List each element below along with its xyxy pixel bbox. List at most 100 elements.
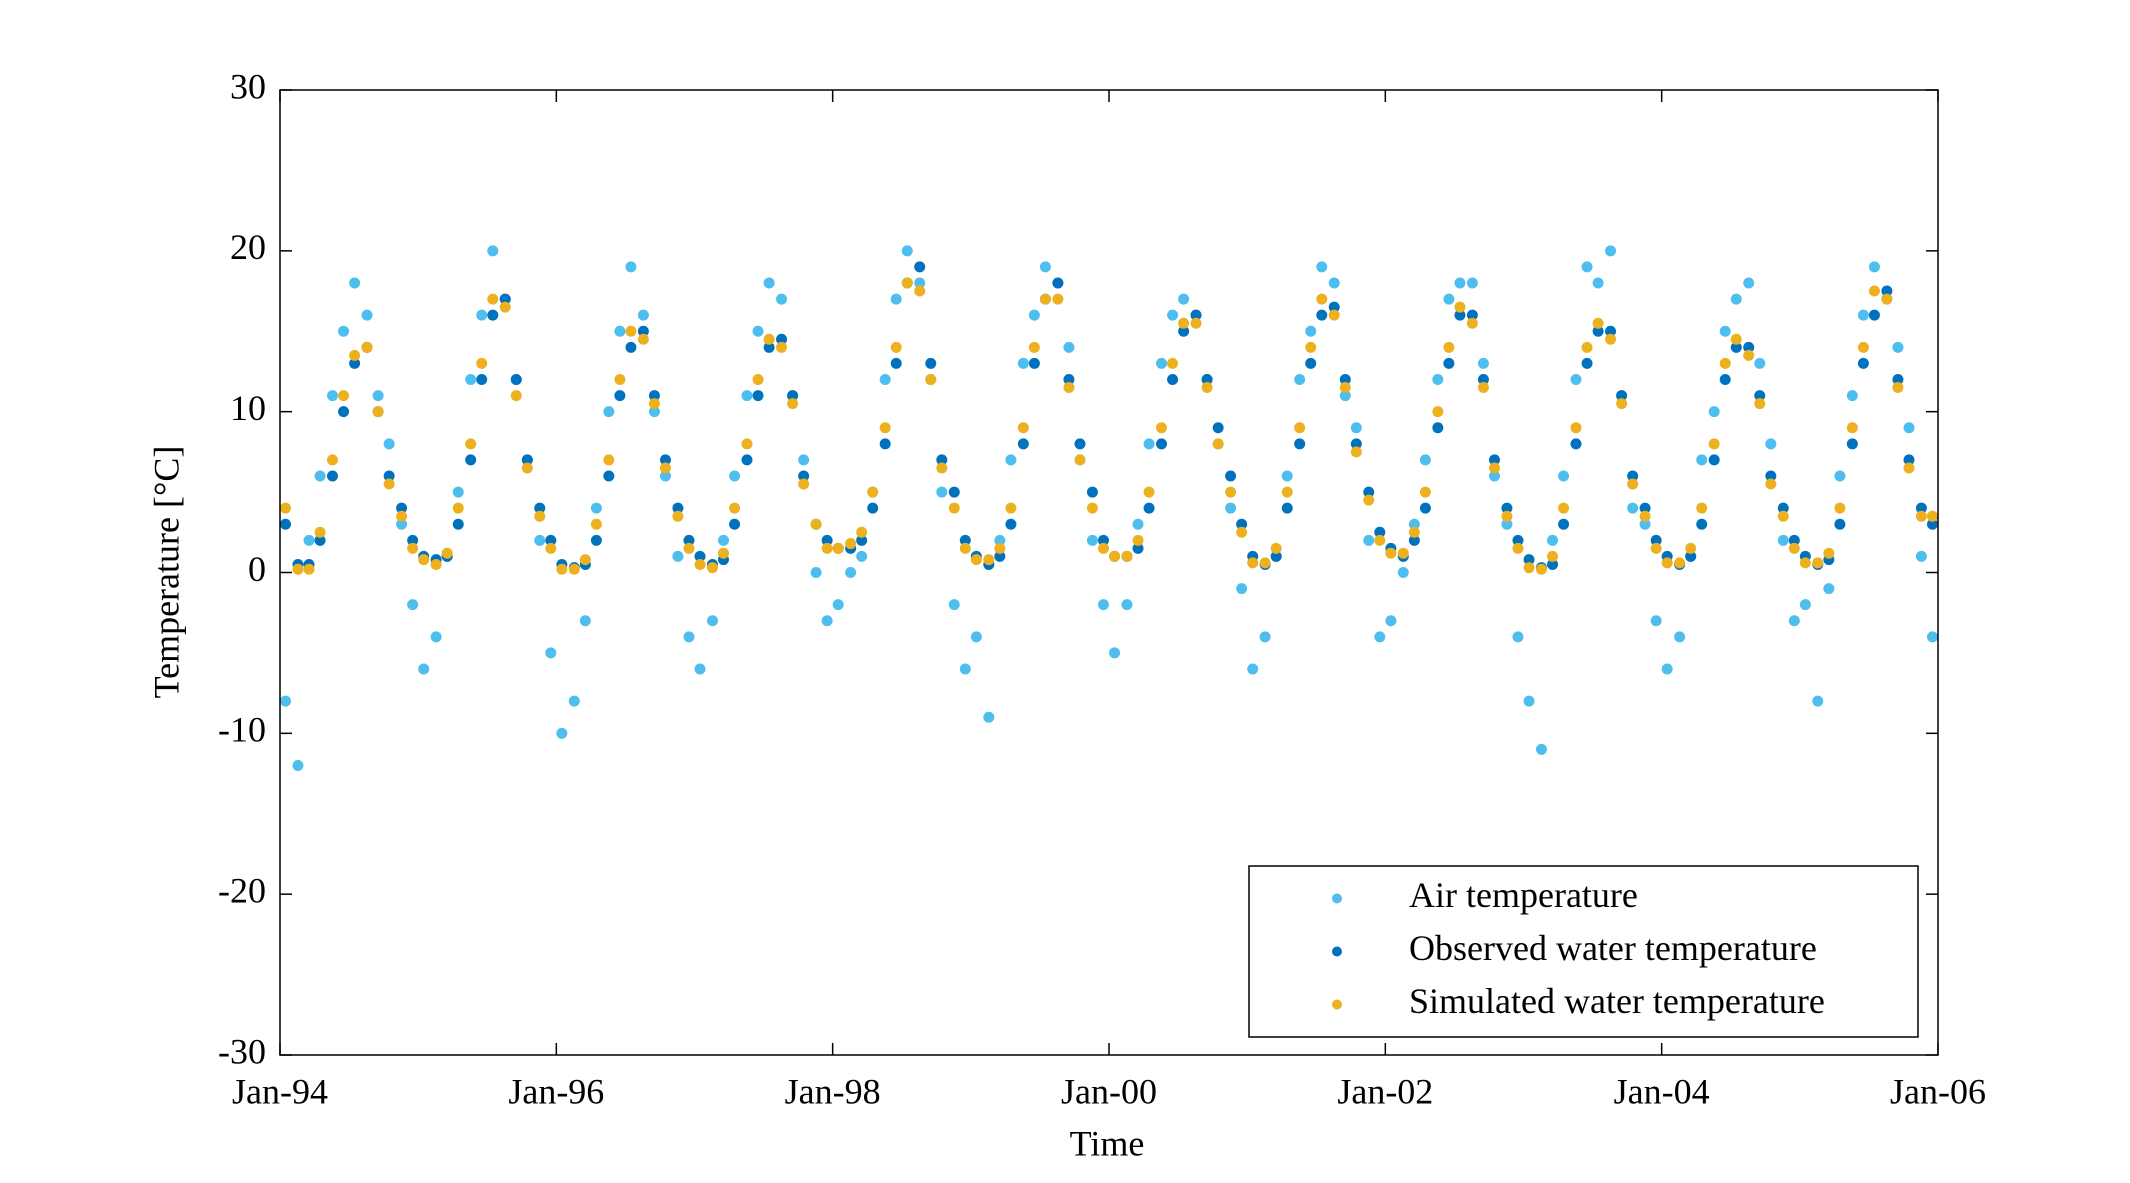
data-point — [1432, 374, 1444, 385]
data-point — [1086, 486, 1098, 498]
data-point — [1719, 374, 1731, 385]
data-point — [1316, 261, 1328, 273]
data-point — [1685, 550, 1697, 562]
data-point — [1661, 663, 1673, 675]
data-point — [314, 470, 326, 482]
data-point — [1028, 357, 1040, 369]
data-point — [1270, 550, 1282, 562]
data-point — [1592, 317, 1604, 329]
data-point — [1512, 534, 1524, 546]
data-point — [776, 293, 788, 305]
data-point — [1788, 615, 1800, 627]
data-point — [396, 510, 408, 522]
data-point — [810, 518, 822, 530]
data-point — [1915, 510, 1927, 522]
data-point — [1523, 695, 1535, 707]
data-point — [694, 550, 706, 562]
data-point — [659, 454, 671, 466]
data-point — [510, 374, 522, 385]
data-point — [556, 563, 568, 575]
data-point — [1592, 277, 1604, 289]
data-point — [1477, 357, 1489, 369]
data-point — [1419, 454, 1431, 466]
data-point — [1823, 547, 1835, 559]
data-point — [476, 374, 488, 385]
data-point — [1823, 583, 1835, 595]
data-point — [1777, 502, 1789, 514]
data-point — [407, 542, 419, 554]
data-point — [694, 558, 706, 570]
data-point — [1339, 374, 1351, 385]
data-point — [1639, 502, 1651, 514]
data-point — [706, 562, 718, 574]
data-point — [763, 341, 775, 353]
data-point — [314, 526, 326, 538]
data-point — [556, 727, 568, 739]
data-point — [1363, 494, 1375, 506]
data-point — [1812, 557, 1824, 569]
legend-marker — [1332, 999, 1342, 1010]
data-point — [1466, 309, 1478, 321]
data-point — [1466, 277, 1478, 289]
x-tick-label: Jan-94 — [232, 1071, 328, 1111]
data-point — [1419, 486, 1431, 498]
data-point — [1857, 357, 1869, 369]
data-point — [465, 454, 477, 466]
data-point — [1765, 470, 1777, 482]
data-point — [763, 333, 775, 345]
data-point — [499, 301, 511, 313]
data-point — [1581, 261, 1593, 273]
data-point — [1109, 647, 1121, 659]
data-point — [1443, 357, 1455, 369]
data-point — [1881, 285, 1893, 297]
data-point — [637, 309, 649, 321]
x-tick-label: Jan-96 — [508, 1071, 604, 1111]
data-point — [1788, 534, 1800, 546]
data-point — [890, 341, 902, 353]
data-point — [1259, 631, 1271, 643]
data-point — [1156, 422, 1168, 434]
data-point — [1086, 502, 1098, 514]
data-point — [1063, 374, 1075, 385]
data-point — [1892, 382, 1904, 394]
data-point — [1708, 438, 1720, 450]
data-point — [936, 486, 948, 498]
data-point — [1281, 502, 1293, 514]
data-point — [476, 357, 488, 369]
data-point — [1132, 534, 1144, 546]
data-point — [1374, 534, 1386, 546]
data-point — [1627, 478, 1639, 490]
data-point — [1846, 390, 1858, 402]
data-point — [1005, 454, 1017, 466]
data-point — [1167, 374, 1179, 385]
data-point — [1236, 518, 1248, 530]
data-point — [1212, 438, 1224, 450]
legend-marker — [1332, 946, 1342, 957]
data-point — [1846, 422, 1858, 434]
data-point — [499, 293, 511, 305]
data-point — [338, 325, 350, 337]
data-point — [614, 374, 626, 385]
data-point — [1777, 510, 1789, 522]
data-point — [1708, 406, 1720, 418]
legend-box — [1248, 865, 1919, 1038]
axes-box — [279, 89, 1939, 1056]
data-point — [1063, 341, 1075, 353]
data-point — [349, 357, 361, 369]
data-point — [867, 502, 879, 514]
data-point — [327, 390, 339, 402]
data-point — [590, 502, 602, 514]
data-point — [1903, 422, 1915, 434]
data-point — [845, 538, 857, 550]
data-point — [729, 518, 741, 530]
data-point — [1350, 422, 1362, 434]
data-point — [925, 357, 937, 369]
data-point — [280, 695, 292, 707]
data-point — [1052, 293, 1064, 305]
data-point — [1581, 341, 1593, 353]
data-point — [925, 374, 937, 385]
data-point — [1719, 325, 1731, 337]
data-point — [383, 478, 395, 490]
data-point — [1097, 534, 1109, 546]
